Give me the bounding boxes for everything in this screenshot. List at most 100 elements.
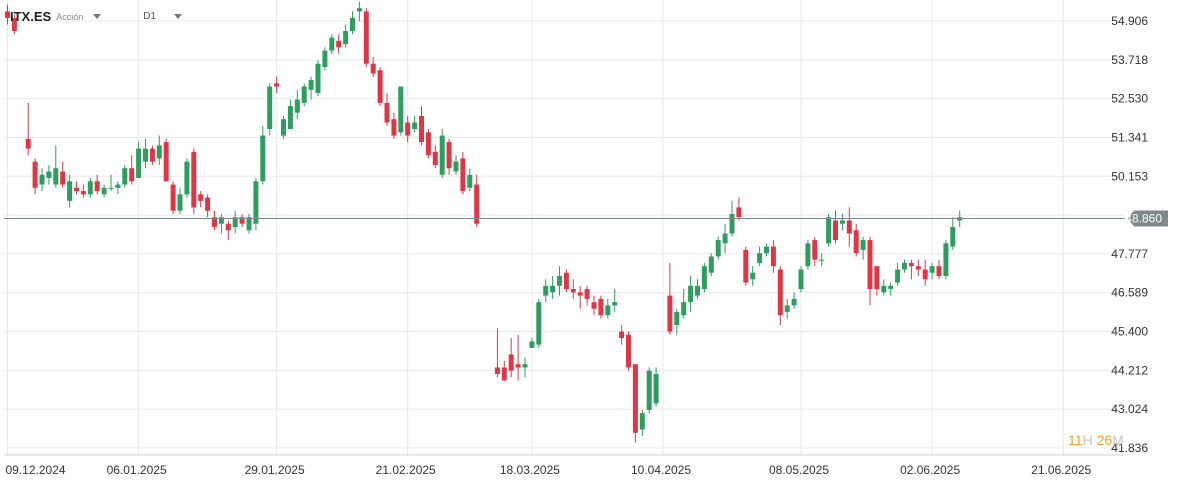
grid-lines xyxy=(4,0,1125,456)
candle-up xyxy=(902,259,907,273)
candle-down xyxy=(377,66,383,107)
candle-up xyxy=(184,158,190,198)
candle-up xyxy=(536,298,542,348)
candle-body xyxy=(584,289,590,299)
candle-up xyxy=(529,338,535,348)
candle-up xyxy=(398,86,404,136)
candle-up xyxy=(67,174,73,208)
timeframe-dropdown-icon[interactable] xyxy=(174,14,182,19)
candle-body xyxy=(722,233,728,244)
candle-body xyxy=(281,119,286,136)
candle-down xyxy=(274,76,280,94)
candle-body xyxy=(764,246,769,254)
candle-down xyxy=(446,138,452,175)
candle-down xyxy=(60,161,66,188)
y-axis: 54.906 53.718 52.530 51.341 50.153 47.777 46.5… xyxy=(1111,14,1148,455)
candle-body xyxy=(260,135,266,182)
candle-body xyxy=(25,138,31,149)
candle-body xyxy=(695,285,700,296)
candle-body xyxy=(729,213,735,234)
candle-body xyxy=(619,331,625,339)
candle-up xyxy=(881,279,887,296)
candle-up xyxy=(136,142,142,179)
candle-up xyxy=(784,298,790,319)
candle-down xyxy=(915,259,921,277)
candle-body xyxy=(646,370,652,410)
symbol-dropdown-icon[interactable] xyxy=(93,14,102,19)
candle-body xyxy=(867,240,873,290)
candle-body xyxy=(591,302,597,309)
candle-up xyxy=(929,262,935,280)
candle-body xyxy=(839,220,845,224)
x-tick-label: 09.12.2024 xyxy=(6,463,66,477)
candle-down xyxy=(619,325,625,345)
candle-body xyxy=(170,184,176,211)
candle-down xyxy=(163,138,169,182)
candle-up xyxy=(701,262,707,293)
current-price-label: 48.860 xyxy=(1125,212,1162,226)
candle-up xyxy=(453,155,459,175)
candle-body xyxy=(267,86,273,130)
candle-up xyxy=(839,213,845,231)
candle-body xyxy=(218,217,224,224)
symbol-label[interactable]: ITX.ES xyxy=(10,9,52,24)
candle-body xyxy=(198,194,204,201)
candle-down xyxy=(94,174,100,195)
candle-up xyxy=(281,115,286,139)
candle-countdown: 11H 26M xyxy=(1068,432,1124,448)
x-axis: 09.12.2024 06.01.2025 29.01.2025 21.02.2025… xyxy=(6,463,1092,477)
candle-body xyxy=(888,285,894,290)
candle-body xyxy=(191,151,197,208)
candle-down xyxy=(32,158,38,195)
candle-up xyxy=(329,34,335,54)
candle-body xyxy=(750,272,756,280)
candle-down xyxy=(667,262,673,335)
candle-down xyxy=(419,106,424,146)
candle-up xyxy=(294,89,300,120)
candle-body xyxy=(915,266,921,270)
candle-body xyxy=(908,262,914,267)
candle-down xyxy=(777,266,783,325)
candle-body xyxy=(667,295,673,332)
candle-body xyxy=(860,240,866,250)
candle-up xyxy=(950,217,956,250)
candle-body xyxy=(143,148,148,162)
candle-body xyxy=(474,184,480,224)
candle-up xyxy=(805,240,811,270)
candle-down xyxy=(205,194,211,218)
candle-body xyxy=(253,181,259,224)
countdown-minutes-unit: M xyxy=(1112,432,1124,448)
candle-body xyxy=(46,171,52,179)
candle-body xyxy=(501,367,507,381)
candle-body xyxy=(94,181,100,192)
candle-body xyxy=(529,341,535,348)
candle-up xyxy=(791,292,797,309)
candle-body xyxy=(453,161,459,172)
candle-body xyxy=(715,240,721,257)
candle-down xyxy=(129,155,135,185)
candle-body xyxy=(425,132,431,156)
candle-body xyxy=(356,8,362,12)
candle-body xyxy=(11,17,17,32)
candle-up xyxy=(639,409,645,437)
candle-body xyxy=(412,122,418,130)
candle-body xyxy=(239,217,245,224)
candle-up xyxy=(943,240,949,280)
candle-down xyxy=(170,181,176,214)
candle-body xyxy=(757,253,763,263)
candle-body xyxy=(80,191,86,195)
countdown-minutes: 26 xyxy=(1096,432,1113,448)
x-tick-label: 06.01.2025 xyxy=(107,463,167,477)
candle-body xyxy=(246,217,252,231)
candle-up xyxy=(412,115,418,133)
candle-body xyxy=(274,83,280,87)
candle-body xyxy=(405,122,411,136)
candle-body xyxy=(377,70,383,103)
candle-up xyxy=(108,174,114,192)
candle-down xyxy=(5,4,10,25)
candle-body xyxy=(598,298,604,316)
timeframe-label[interactable]: D1 xyxy=(143,11,156,22)
candle-body xyxy=(149,148,155,162)
candle-body xyxy=(294,99,300,113)
